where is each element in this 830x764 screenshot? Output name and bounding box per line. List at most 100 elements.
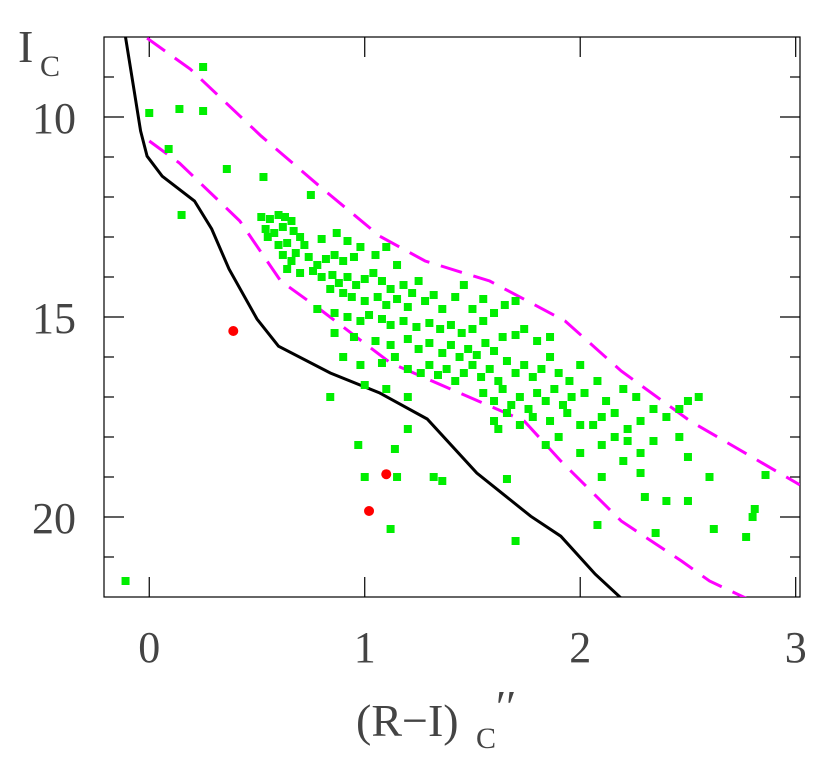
x-tick-label: 0 (138, 623, 160, 672)
plot-frame (103, 36, 801, 598)
solid-curve (124, 37, 623, 597)
green-point (287, 217, 296, 225)
green-point (479, 295, 488, 303)
green-point (610, 433, 619, 441)
green-point (386, 525, 395, 533)
green-point (306, 191, 315, 199)
green-point (565, 377, 574, 385)
y-tick-label: 20 (32, 494, 76, 543)
green-point (511, 331, 520, 339)
green-point (511, 297, 520, 305)
green-point (365, 311, 374, 319)
green-point (289, 227, 298, 235)
green-point (500, 301, 509, 309)
green-point (546, 417, 555, 425)
green-point (339, 289, 348, 297)
green-point (399, 317, 408, 325)
green-point (593, 521, 602, 529)
red-point (364, 506, 375, 516)
green-point (580, 389, 589, 397)
green-point (481, 339, 490, 347)
green-point (278, 223, 287, 231)
green-point (145, 109, 154, 117)
green-point (683, 397, 692, 405)
green-point (597, 473, 606, 481)
green-point (352, 281, 361, 289)
green-point (403, 335, 412, 343)
green-point (425, 339, 434, 347)
green-point (330, 309, 339, 317)
green-point (330, 329, 339, 337)
green-point (403, 303, 412, 311)
green-point (321, 255, 330, 263)
green-point (259, 173, 268, 181)
green-point (649, 437, 658, 445)
green-point (468, 361, 477, 369)
green-point (283, 265, 292, 273)
green-point (455, 353, 464, 361)
x-tick-label: 3 (785, 623, 807, 672)
green-point (425, 361, 434, 369)
green-point (390, 353, 399, 361)
green-point (334, 279, 343, 287)
green-point (382, 385, 391, 393)
green-point (416, 369, 425, 377)
green-point (520, 325, 529, 333)
green-point (649, 405, 658, 413)
green-point (399, 281, 408, 289)
green-point (546, 353, 555, 361)
green-point (490, 417, 499, 425)
green-point (451, 377, 460, 385)
green-point (589, 421, 598, 429)
green-point (309, 267, 318, 275)
dashed-curve (146, 37, 800, 487)
green-point (278, 251, 287, 259)
green-point (761, 471, 770, 479)
green-point (433, 371, 442, 379)
green-point (558, 401, 567, 409)
green-point (524, 405, 533, 413)
green-point (533, 389, 542, 397)
green-point (597, 413, 606, 421)
green-point (377, 315, 386, 323)
green-point (349, 253, 358, 261)
green-point (438, 349, 447, 357)
green-point (459, 281, 468, 289)
green-point (563, 409, 572, 417)
green-point (576, 361, 585, 369)
green-point (386, 285, 395, 293)
green-point (317, 273, 326, 281)
green-point (494, 377, 503, 385)
green-point (490, 397, 499, 405)
green-point (477, 373, 486, 381)
green-point (296, 233, 305, 241)
y-tick-label: 15 (32, 294, 76, 343)
green-point (347, 293, 356, 301)
x-tick-label: 2 (569, 623, 591, 672)
green-point (403, 425, 412, 433)
green-point (429, 291, 438, 299)
green-point (356, 243, 365, 251)
green-point (436, 325, 445, 333)
y-label-sub: C (40, 50, 60, 83)
green-point (479, 389, 488, 397)
green-point (438, 305, 447, 313)
green-point (494, 425, 503, 433)
green-point (354, 441, 363, 449)
green-point (675, 433, 684, 441)
green-point (537, 365, 546, 373)
green-point (199, 107, 208, 115)
green-point (662, 497, 671, 505)
green-point (377, 277, 386, 285)
green-point (257, 213, 266, 221)
green-point (619, 385, 628, 393)
green-point (414, 345, 423, 353)
green-point (317, 235, 326, 243)
green-point (619, 457, 628, 465)
green-point (300, 241, 309, 249)
green-point (425, 319, 434, 327)
green-point (567, 393, 576, 401)
green-point (636, 469, 645, 477)
green-point (349, 333, 358, 341)
